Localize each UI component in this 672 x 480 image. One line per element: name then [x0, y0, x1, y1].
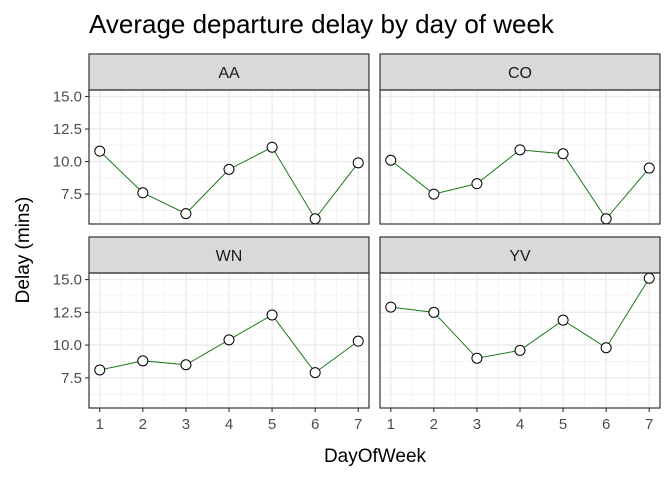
data-point-yv — [600, 342, 612, 354]
strip-co — [379, 53, 661, 91]
data-point-yv — [557, 314, 569, 326]
x-tick-label: 5 — [559, 416, 567, 433]
data-point-aa — [94, 145, 106, 157]
data-point-aa — [309, 213, 321, 225]
y-tick-label: 10.0 — [53, 154, 82, 171]
data-point-yv — [514, 344, 526, 356]
data-point-wn — [180, 359, 192, 371]
x-tick-label: 6 — [311, 416, 319, 433]
data-point-aa — [266, 141, 278, 153]
data-point-aa — [180, 208, 192, 220]
y-tick-label: 12.5 — [53, 121, 82, 138]
x-tick-label: 7 — [354, 416, 362, 433]
strip-label-yv: YV — [509, 248, 531, 265]
data-point-aa — [223, 163, 235, 175]
data-point-aa — [352, 157, 364, 169]
panel-border-co — [379, 89, 661, 225]
data-point-co — [471, 178, 483, 190]
chart-title: Average departure delay by day of week — [89, 9, 555, 39]
x-tick-label: 5 — [268, 416, 276, 433]
strip-wn — [88, 236, 370, 274]
x-axis-title: DayOfWeek — [324, 446, 427, 467]
data-point-wn — [352, 335, 364, 347]
data-point-co — [643, 162, 655, 174]
panel-wn: WN 7.5 10.0 12.5 15.0 1 2 3 4 5 6 7 — [53, 236, 370, 433]
x-tick-label: 2 — [139, 416, 147, 433]
x-tick-label: 4 — [516, 416, 524, 433]
strip-yv — [379, 236, 661, 274]
data-point-yv — [385, 301, 397, 313]
x-tick-label: 3 — [182, 416, 190, 433]
y-tick-label: 7.5 — [61, 370, 82, 387]
x-tick-label: 3 — [473, 416, 481, 433]
x-tick-label: 1 — [96, 416, 104, 433]
data-point-aa — [137, 187, 149, 199]
strip-aa — [88, 53, 370, 91]
x-tick-label: 2 — [430, 416, 438, 433]
strip-label-co: CO — [508, 65, 532, 82]
data-point-co — [385, 154, 397, 166]
y-tick-label: 7.5 — [61, 186, 82, 203]
strip-label-wn: WN — [216, 248, 243, 265]
data-point-co — [428, 188, 440, 200]
x-tick-label: 7 — [645, 416, 653, 433]
data-point-wn — [223, 334, 235, 346]
data-point-wn — [94, 364, 106, 376]
data-point-yv — [643, 272, 655, 284]
panel-yv: YV 1 2 3 4 5 6 7 — [379, 236, 661, 433]
panel-co: CO — [379, 53, 661, 225]
panel-border-aa — [88, 89, 370, 225]
x-tick-label: 4 — [225, 416, 233, 433]
strip-label-aa: AA — [218, 65, 240, 82]
data-point-yv — [471, 352, 483, 364]
y-tick-label: 15.0 — [53, 272, 82, 289]
data-point-co — [600, 213, 612, 225]
panel-aa: AA 7.5 10.0 12.5 15.0 — [53, 53, 370, 225]
data-point-wn — [309, 367, 321, 379]
data-point-co — [557, 148, 569, 160]
facet-panels: AA 7.5 10.0 12.5 15.0 CO WN 7.5 10.0 12.5 15.0 1 2 3 4… — [53, 53, 661, 433]
x-tick-label: 6 — [602, 416, 610, 433]
data-point-yv — [428, 306, 440, 318]
y-axis-title: Delay (mins) — [13, 197, 34, 304]
y-tick-label: 15.0 — [53, 89, 82, 106]
data-point-wn — [266, 309, 278, 321]
y-tick-label: 12.5 — [53, 304, 82, 321]
x-tick-label: 1 — [387, 416, 395, 433]
y-tick-label: 10.0 — [53, 337, 82, 354]
data-point-wn — [137, 355, 149, 367]
data-point-co — [514, 144, 526, 156]
